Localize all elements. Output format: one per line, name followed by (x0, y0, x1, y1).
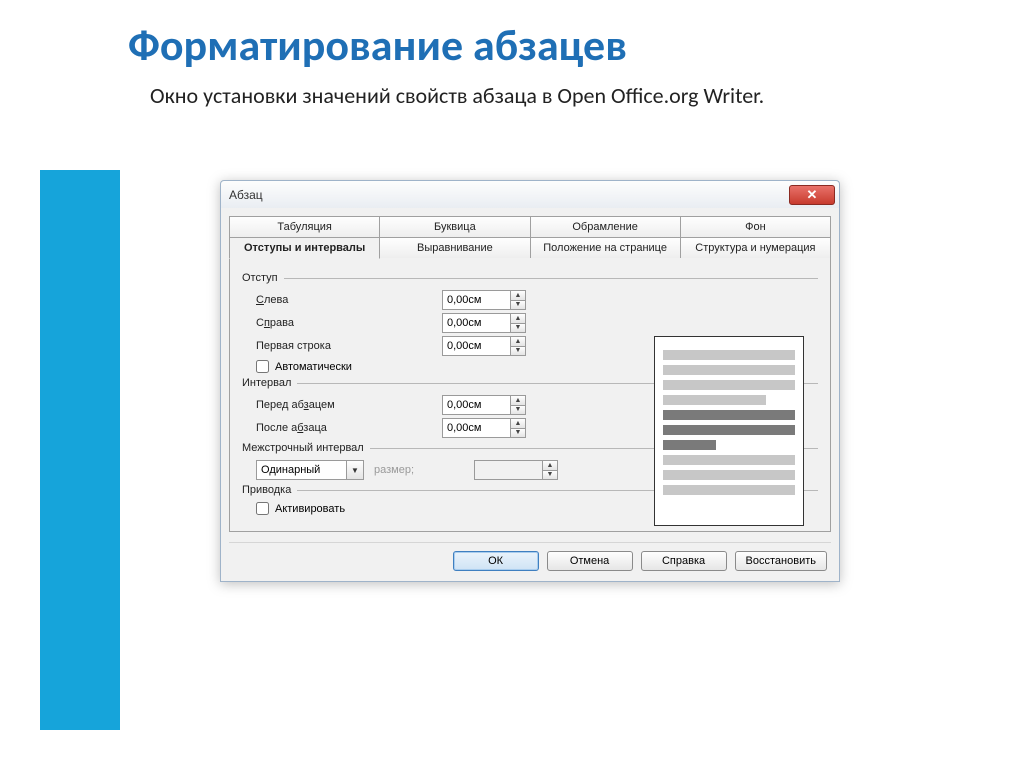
divider (284, 278, 818, 279)
tab-tabulation[interactable]: Табуляция (229, 216, 380, 237)
paragraph-dialog: Абзац ✕ Табуляция Буквица Обрамление Фон… (220, 180, 840, 582)
spin-up-icon[interactable]: ▲ (511, 337, 525, 347)
checkbox-register-input[interactable] (256, 502, 269, 515)
preview-line (663, 395, 766, 405)
spinner-indent-right[interactable]: ▲▼ (442, 313, 526, 333)
preview-line (663, 470, 795, 480)
label-space-after: После абзаца (242, 422, 442, 434)
spinner-indent-first[interactable]: ▲▼ (442, 336, 526, 356)
spinner-indent-left[interactable]: ▲▼ (442, 290, 526, 310)
preview-line (663, 485, 795, 495)
preview-line (663, 425, 795, 435)
row-indent-left: ССлевалева ▲▼ (242, 290, 818, 310)
tab-dropcap[interactable]: Буквица (380, 216, 530, 237)
help-button[interactable]: Справка (641, 551, 727, 571)
label-line-size: размер; (374, 464, 414, 476)
tabs-row-top: Табуляция Буквица Обрамление Фон (229, 216, 831, 237)
preview-line (663, 350, 795, 360)
tab-alignment[interactable]: Выравнивание (380, 237, 530, 259)
close-icon: ✕ (807, 187, 818, 203)
register-legend-text: Приводка (242, 484, 291, 496)
group-indent-legend: Отступ (242, 272, 818, 284)
spacing-legend-text: Интервал (242, 377, 291, 389)
preview-line (663, 410, 795, 420)
spinner-line-size[interactable]: ▲▼ (474, 460, 558, 480)
spinner-space-before[interactable]: ▲▼ (442, 395, 526, 415)
input-indent-right[interactable] (442, 313, 510, 333)
select-line-spacing-value[interactable] (256, 460, 346, 480)
label-indent-first: Первая строка (242, 340, 442, 352)
spin-down-icon[interactable]: ▼ (543, 471, 557, 480)
preview-line (663, 380, 795, 390)
label-indent-right: Справа (242, 317, 442, 329)
dialog-button-row: ОК Отмена Справка Восстановить (229, 542, 831, 575)
ok-button[interactable]: ОК (453, 551, 539, 571)
checkbox-auto-label: Автоматически (275, 361, 352, 373)
spin-down-icon[interactable]: ▼ (511, 347, 525, 356)
tab-background[interactable]: Фон (681, 216, 831, 237)
spin-down-icon[interactable]: ▼ (511, 324, 525, 333)
spin-down-icon[interactable]: ▼ (511, 301, 525, 310)
close-button[interactable]: ✕ (789, 185, 835, 205)
sidebar-accent (40, 170, 120, 730)
reset-button[interactable]: Восстановить (735, 551, 827, 571)
input-space-before[interactable] (442, 395, 510, 415)
dialog-body: Табуляция Буквица Обрамление Фон Отступы… (220, 208, 840, 582)
preview-line (663, 440, 716, 450)
tab-indents[interactable]: Отступы и интервалы (229, 237, 380, 259)
dialog-titlebar: Абзац ✕ (220, 180, 840, 208)
slide-title: Форматирование абзацев (128, 18, 627, 72)
tab-outline[interactable]: Структура и нумерация (681, 237, 831, 259)
preview-line (663, 455, 795, 465)
input-space-after[interactable] (442, 418, 510, 438)
cancel-button[interactable]: Отмена (547, 551, 633, 571)
spin-up-icon[interactable]: ▲ (511, 419, 525, 429)
indent-legend-text: Отступ (242, 272, 278, 284)
row-indent-right: Справа ▲▼ (242, 313, 818, 333)
tab-pane: Отступ ССлевалева ▲▼ Справа ▲▼ Первая ст… (229, 258, 831, 532)
tab-textflow[interactable]: Положение на странице (531, 237, 681, 259)
spin-up-icon[interactable]: ▲ (511, 314, 525, 324)
line-legend-text: Межстрочный интервал (242, 442, 364, 454)
dialog-title: Абзац (229, 188, 263, 202)
label-space-before: Перед абзацем (242, 399, 442, 411)
spin-up-icon[interactable]: ▲ (511, 291, 525, 301)
spinner-space-after[interactable]: ▲▼ (442, 418, 526, 438)
preview-line (663, 365, 795, 375)
spin-down-icon[interactable]: ▼ (511, 429, 525, 438)
input-line-size[interactable] (474, 460, 542, 480)
input-indent-left[interactable] (442, 290, 510, 310)
checkbox-auto-input[interactable] (256, 360, 269, 373)
tabs-row-bottom: Отступы и интервалы Выравнивание Положен… (229, 237, 831, 259)
label-indent-left: ССлевалева (242, 294, 442, 306)
slide-subtitle: Окно установки значений свойств абзаца в… (150, 82, 764, 109)
paragraph-preview (654, 336, 804, 526)
checkbox-register-label: Активировать (275, 503, 345, 515)
chevron-down-icon[interactable]: ▼ (346, 460, 364, 480)
spin-up-icon[interactable]: ▲ (511, 396, 525, 406)
input-indent-first[interactable] (442, 336, 510, 356)
select-line-spacing[interactable]: ▼ (256, 460, 364, 480)
tab-borders[interactable]: Обрамление (531, 216, 681, 237)
spin-up-icon[interactable]: ▲ (543, 461, 557, 471)
spin-down-icon[interactable]: ▼ (511, 406, 525, 415)
